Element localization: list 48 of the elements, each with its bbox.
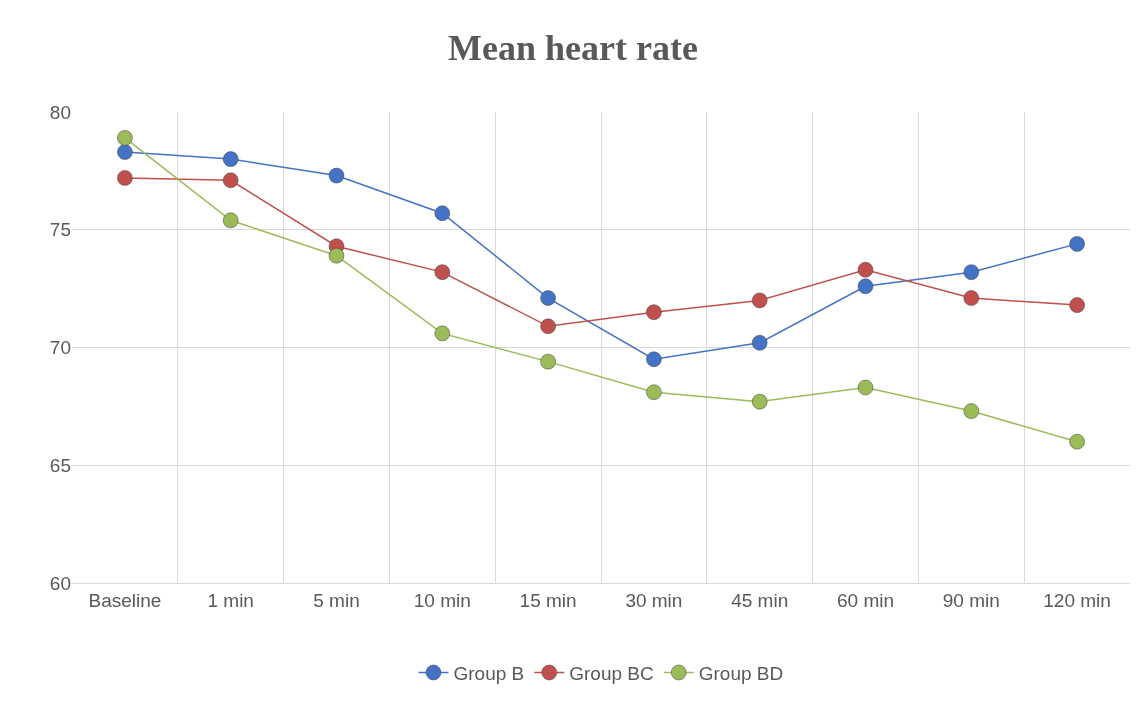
- x-tick-label: 120 min: [1043, 589, 1111, 611]
- point: [540, 290, 556, 306]
- y-tick-label: 75: [49, 219, 71, 241]
- point: [328, 247, 345, 264]
- point: [434, 264, 451, 280]
- point: [1069, 433, 1085, 450]
- point: [751, 292, 768, 309]
- point: [646, 304, 662, 320]
- x-tick-label: Baseline: [88, 589, 162, 611]
- point: [857, 278, 874, 295]
- point: [646, 384, 662, 400]
- x-tick-label: 45 min: [731, 589, 789, 611]
- point: [540, 318, 556, 335]
- point: [540, 353, 556, 370]
- chart-title: Mean heart rate: [448, 28, 698, 69]
- point: [222, 151, 239, 167]
- point: [222, 212, 239, 229]
- x-tick-label: 1 min: [207, 589, 254, 611]
- point: [1069, 297, 1085, 313]
- point: [1069, 236, 1085, 252]
- x-tick-label: 60 min: [836, 589, 895, 611]
- point: [222, 172, 239, 189]
- x-tick-label: 10 min: [413, 589, 471, 611]
- point: [646, 351, 662, 368]
- y-tick-label: 60: [49, 572, 71, 594]
- point: [751, 335, 768, 351]
- point: [117, 130, 133, 146]
- point: [434, 325, 451, 342]
- point: [434, 205, 451, 221]
- x-tick-label: 30 min: [625, 589, 683, 611]
- y-tick-label: 80: [49, 101, 71, 123]
- point: [963, 290, 980, 306]
- legend-label: Group B: [453, 662, 525, 684]
- point: [857, 379, 874, 396]
- point: [117, 144, 133, 160]
- point: [117, 170, 133, 186]
- x-tick-label: 15 min: [519, 589, 577, 611]
- y-tick-label: 70: [49, 337, 71, 359]
- legend-label: Group BD: [698, 662, 784, 684]
- y-tick-label: 65: [49, 454, 71, 476]
- point: [963, 403, 980, 419]
- legend-label: Group BC: [569, 662, 654, 684]
- point: [328, 167, 345, 184]
- x-tick-label: 90 min: [942, 589, 1000, 611]
- point: [963, 264, 980, 280]
- point: [751, 393, 768, 410]
- point: [857, 262, 874, 278]
- x-tick-label: 5 min: [313, 589, 360, 611]
